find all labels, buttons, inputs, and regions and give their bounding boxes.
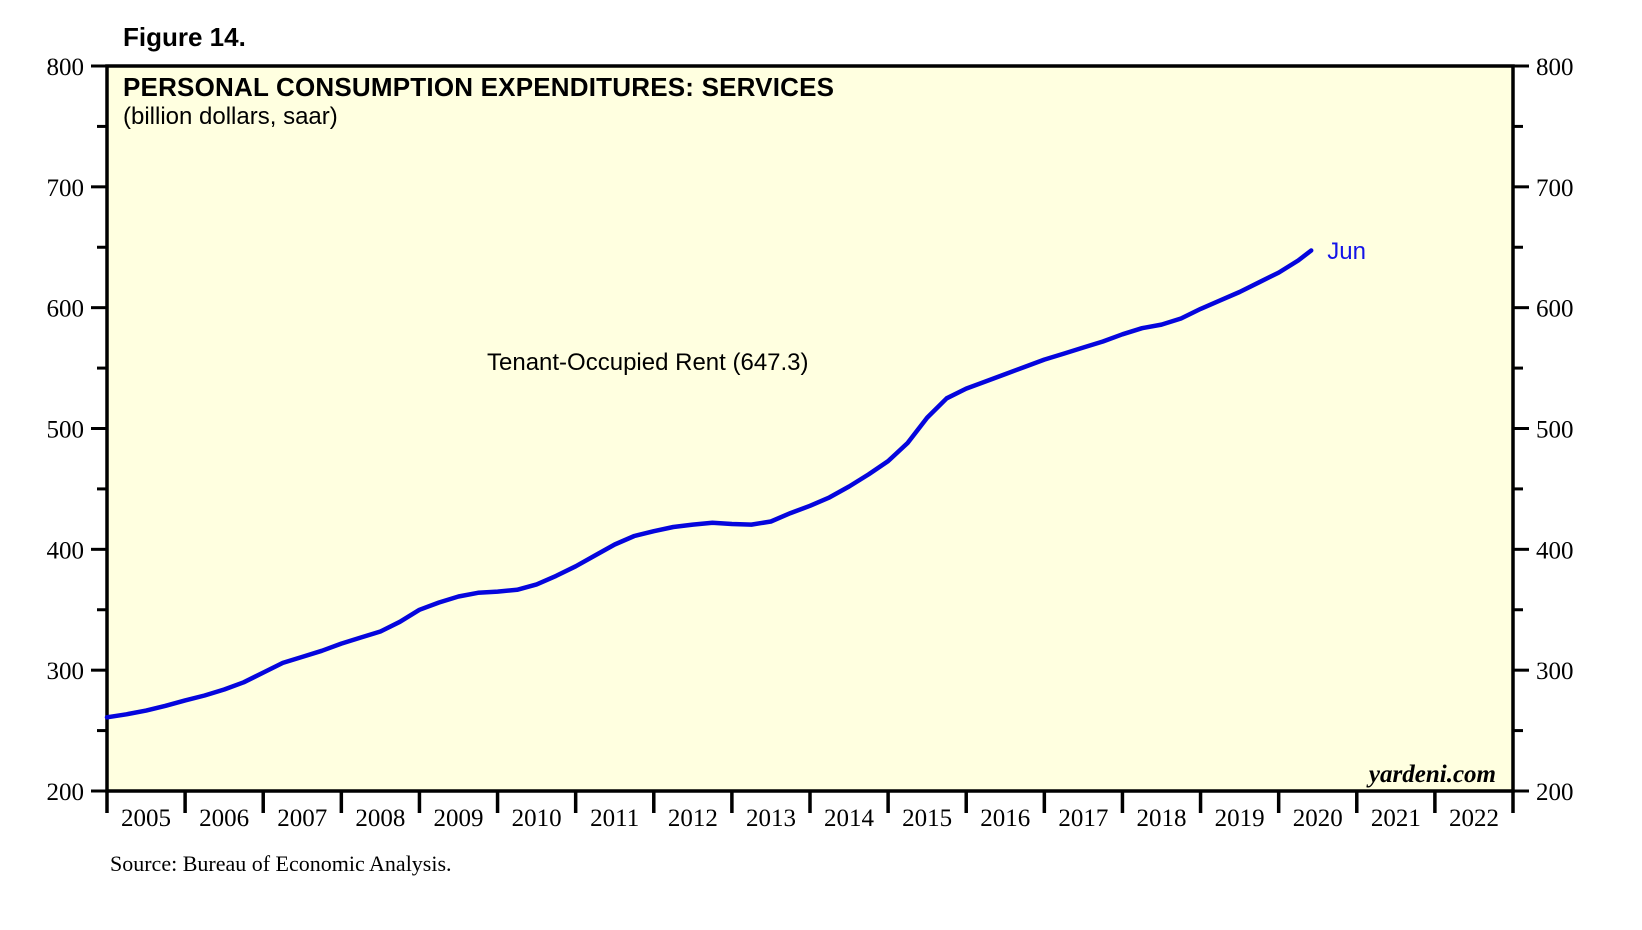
x-axis-year-label: 2010 [512,805,562,832]
latest-point-label: Jun [1327,237,1366,265]
x-axis-year-label: 2022 [1449,805,1499,832]
y-axis-label-right: 300 [1536,658,1574,685]
x-axis-year-label: 2020 [1293,805,1343,832]
series-line-tenant-occupied-rent [104,248,1314,720]
series-annotation-label: Tenant-Occupied Rent (647.3) [487,349,809,376]
x-axis-year-label: 2014 [824,805,875,832]
x-axis-year-label: 2007 [277,805,327,832]
y-axis-label-right: 200 [1536,779,1574,806]
x-axis-year-label: 2012 [668,805,718,832]
y-axis-label-left: 400 [47,537,85,564]
x-axis-year-label: 2011 [590,805,639,832]
figure-title: Figure 14. [123,22,246,52]
y-axis-label-left: 600 [47,296,85,323]
x-axis-year-label: 2016 [980,805,1030,832]
y-axis-label-right: 400 [1536,537,1574,564]
y-axis-label-right: 800 [1536,54,1574,81]
x-axis-year-label: 2006 [199,805,249,832]
x-axis-year-label: 2017 [1058,805,1108,832]
source-note: Source: Bureau of Economic Analysis. [110,851,452,876]
x-axis-year-label: 2019 [1215,805,1265,832]
y-axis-label-left: 700 [47,175,85,202]
y-axis-label-right: 500 [1536,417,1574,444]
y-axis-label-right: 700 [1536,175,1574,202]
x-axis-year-label: 2008 [355,805,405,832]
x-axis-year-label: 2015 [902,805,952,832]
y-axis-label-left: 300 [47,658,85,685]
x-axis-year-label: 2009 [434,805,484,832]
y-axis-label-left: 500 [47,417,85,444]
y-axis-label-left: 200 [47,779,85,806]
y-axis-label-right: 600 [1536,296,1574,323]
x-axis-year-label: 2018 [1137,805,1187,832]
x-axis-year-label: 2013 [746,805,796,832]
x-axis-year-label: 2005 [121,805,171,832]
y-axis-label-left: 800 [47,54,85,81]
plot-area [105,64,1515,793]
chart-title: PERSONAL CONSUMPTION EXPENDITURES: SERVI… [123,72,835,102]
chart-subtitle: (billion dollars, saar) [123,103,338,130]
watermark-yardeni: yardeni.com [1368,761,1496,788]
x-axis-year-label: 2021 [1371,805,1421,832]
